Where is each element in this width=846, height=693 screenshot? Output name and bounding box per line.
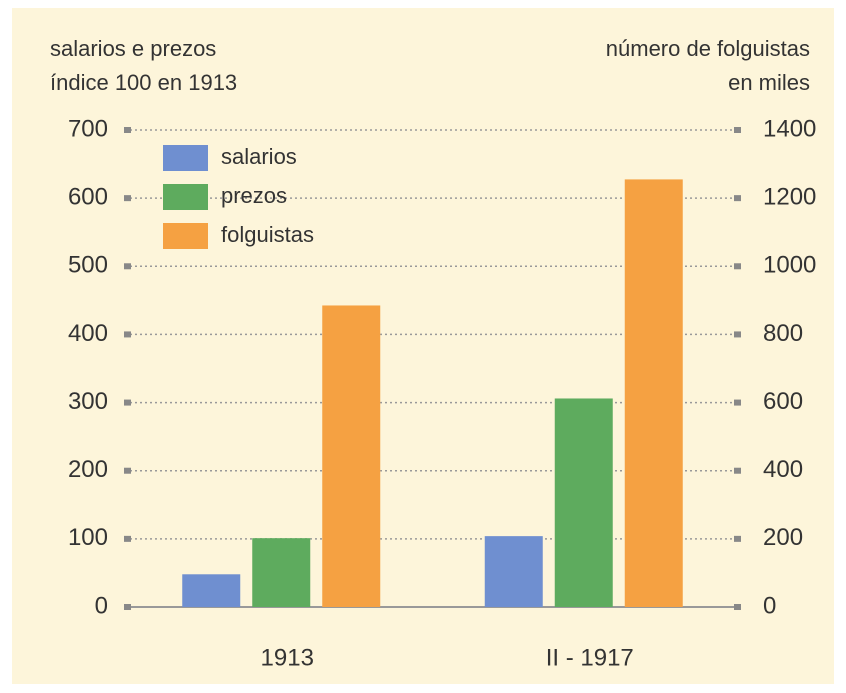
bar: [182, 574, 241, 607]
legend-label: prezos: [221, 183, 287, 208]
y-tick-mark: [124, 331, 131, 338]
y-axis-title: índice 100 en 1913: [50, 70, 237, 95]
y-tick-label: 700: [68, 115, 108, 142]
legend-swatch: [163, 184, 208, 210]
y-tick-mark: [124, 127, 131, 133]
y2-tick-label: 400: [763, 456, 803, 483]
y-tick-label: 500: [68, 252, 108, 279]
x-tick-label: II - 1917: [546, 644, 634, 671]
legend-swatch: [163, 145, 208, 171]
y2-tick-label: 800: [763, 320, 803, 347]
y2-tick-mark: [734, 263, 741, 270]
y-tick-mark: [124, 195, 131, 202]
y-tick-label: 0: [95, 592, 108, 619]
y2-tick-label: 1400: [763, 115, 816, 142]
bar: [484, 536, 543, 607]
y2-tick-label: 1200: [763, 183, 816, 210]
y-tick-mark: [124, 535, 131, 542]
y-tick-label: 300: [68, 388, 108, 415]
y2-tick-label: 200: [763, 524, 803, 551]
y2-tick-label: 0: [763, 592, 776, 619]
y2-tick-mark: [734, 195, 741, 202]
y-tick-label: 600: [68, 183, 108, 210]
y2-tick-mark: [734, 535, 741, 542]
y-axis-title: salarios e prezos: [50, 36, 216, 61]
y-tick-label: 400: [68, 320, 108, 347]
bar: [322, 305, 381, 607]
background: [12, 8, 834, 684]
y2-tick-mark: [734, 127, 741, 133]
y2-tick-mark: [734, 399, 741, 406]
y-tick-mark: [124, 263, 131, 270]
legend-label: folguistas: [221, 222, 314, 247]
y-tick-mark: [124, 604, 131, 610]
y2-tick-label: 600: [763, 388, 803, 415]
x-tick-label: 1913: [261, 644, 314, 671]
y-tick-label: 100: [68, 524, 108, 551]
y2-tick-mark: [734, 467, 741, 474]
y2-tick-mark: [734, 331, 741, 338]
y2-tick-label: 1000: [763, 252, 816, 279]
y2-axis-title: en miles: [728, 70, 810, 95]
y-tick-mark: [124, 399, 131, 406]
legend-label: salarios: [221, 144, 297, 169]
bar: [252, 538, 311, 607]
bar: [554, 398, 613, 607]
bar: [624, 179, 683, 607]
y2-axis-title: número de folguistas: [606, 36, 810, 61]
legend-swatch: [163, 223, 208, 249]
y2-tick-mark: [734, 604, 741, 610]
y-tick-mark: [124, 467, 131, 474]
y-tick-label: 200: [68, 456, 108, 483]
